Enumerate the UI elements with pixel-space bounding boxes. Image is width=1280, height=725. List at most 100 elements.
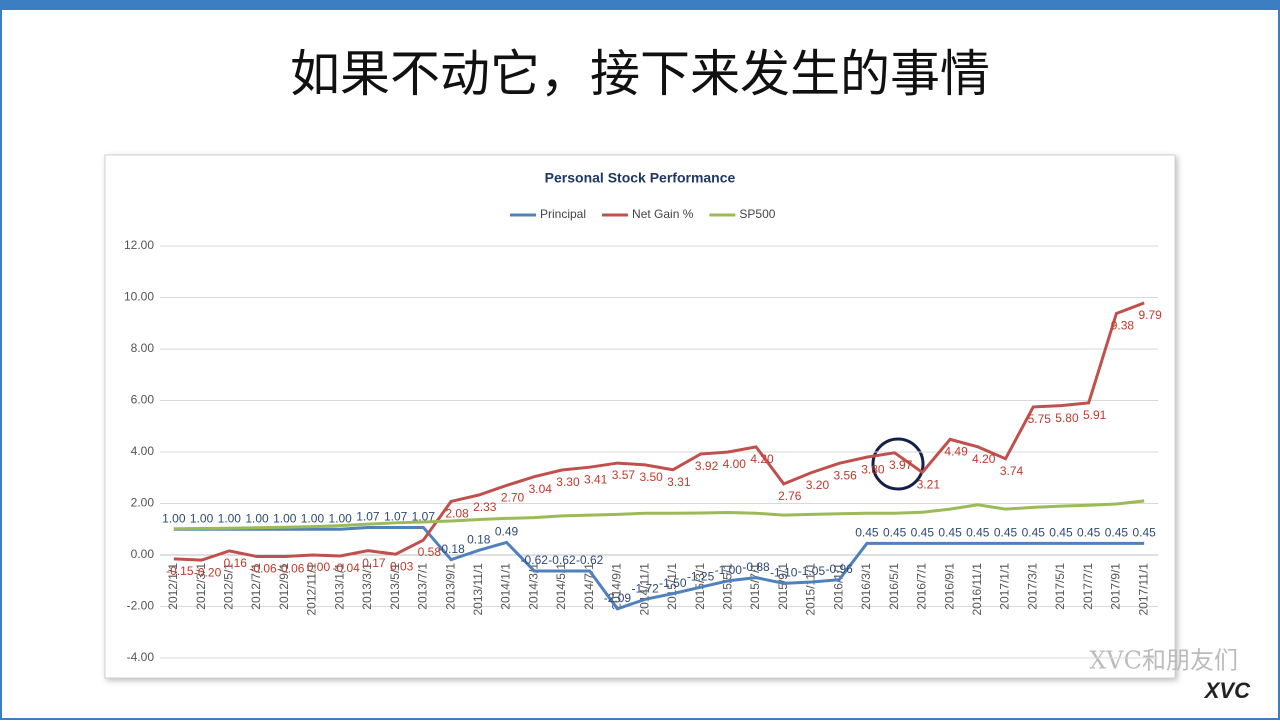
y-tick-label: 4.00 [131,444,155,458]
x-tick-label: 2013/7/1 [416,563,430,610]
data-label: 0.45 [1022,526,1046,540]
y-tick-label: 0.00 [131,547,155,561]
chart-title: Personal Stock Performance [545,170,736,186]
x-tick-label: 2014/5/1 [554,563,568,610]
data-label: 1.07 [412,510,436,524]
data-label: 5.80 [1055,411,1079,425]
data-label: 0.45 [883,526,907,540]
x-tick-label: 2016/7/1 [915,563,929,610]
data-label: 0.03 [390,559,414,573]
watermark: XVC和朋友们 [1089,647,1238,675]
data-label: 1.00 [245,511,269,525]
top-bar [0,0,1280,10]
legend-label: SP500 [739,207,775,221]
x-tick-label: 2017/9/1 [1109,563,1123,610]
data-label: -0.18 [437,542,465,556]
x-tick-label: 2012/1/1 [166,563,180,610]
data-label: 9.38 [1111,319,1135,333]
data-label: 4.20 [972,452,996,466]
data-label: 1.07 [384,510,408,524]
x-tick-label: 2014/9/1 [610,563,624,610]
x-tick-label: 2016/5/1 [887,563,901,610]
x-tick-label: 2017/1/1 [998,563,1012,610]
x-tick-label: 2017/5/1 [1053,563,1067,610]
data-label: 3.50 [639,470,663,484]
legend-label: Net Gain % [632,207,694,221]
y-tick-label: -2.00 [127,599,155,613]
data-label: 1.00 [162,511,186,525]
data-label: -0.15 [166,564,194,578]
data-label: -1.50 [659,576,687,590]
x-tick-label: 2015/5/1 [720,563,734,610]
x-tick-label: 2013/11/1 [471,563,485,616]
y-tick-label: 10.00 [124,290,154,304]
x-tick-label: 2014/3/1 [526,563,540,610]
x-tick-label: 2012/9/1 [277,563,291,610]
data-label: 3.57 [612,468,636,482]
data-label: 1.00 [329,511,353,525]
data-label: 0.45 [966,526,990,540]
data-label: 0.49 [495,525,519,539]
data-label: 0.00 [307,560,331,574]
data-label: 1.00 [218,511,242,525]
x-tick-label: 2013/3/1 [360,563,374,610]
data-label: 0.45 [1132,526,1156,540]
x-tick-label: 2013/5/1 [388,563,402,610]
data-label: 0.45 [994,526,1018,540]
watermark-logo: XVC [1203,678,1251,703]
x-tick-label: 2012/7/1 [249,563,263,610]
legend-label: Principal [540,207,586,221]
data-label: 2.08 [445,507,469,521]
x-tick-label: 2012/3/1 [194,563,208,610]
data-label: 0.45 [855,526,879,540]
x-tick-label: 2017/7/1 [1081,563,1095,610]
data-label: -0.20 [194,565,222,579]
data-label: 5.75 [1028,412,1052,426]
data-label: 0.45 [1049,526,1073,540]
series-line [173,499,1145,531]
y-tick-label: 8.00 [131,341,155,355]
x-tick-label: 2013/1/1 [332,563,346,610]
data-label: 3.97 [889,458,913,472]
data-label: 3.21 [917,478,941,492]
data-label: 1.00 [273,511,297,525]
data-label: 5.91 [1083,408,1107,422]
x-tick-label: 2016/11/1 [970,563,984,616]
x-tick-label: 2016/9/1 [942,563,956,610]
data-label: 2.76 [778,489,802,503]
data-label: -1.05 [798,564,826,578]
x-tick-label: 2012/5/1 [221,563,235,610]
data-label: -1.72 [631,581,659,595]
y-tick-label: 12.00 [124,238,154,252]
data-label: 3.41 [584,472,608,486]
data-label: 3.30 [556,475,580,489]
x-tick-label: 2015/9/1 [776,563,790,610]
data-label: 3.56 [834,469,858,483]
data-label: 2.70 [501,491,525,505]
x-tick-label: 2012/11/1 [305,563,319,616]
data-label: -0.06 [249,562,277,576]
data-label: -0.96 [826,562,854,576]
x-tick-label: 2015/7/1 [748,563,762,610]
data-label: 2.33 [473,500,497,514]
data-label: 3.92 [695,459,719,473]
data-label: -1.00 [715,563,743,577]
data-label: 0.16 [224,556,248,570]
x-tick-label: 2015/1/1 [665,563,679,610]
data-label: 3.04 [529,482,553,496]
data-label: 0.45 [911,526,935,540]
data-label: -0.62 [548,553,576,567]
slide-title: 如果不动它，接下来发生的事情 [290,45,990,103]
data-label: -0.04 [333,561,361,575]
data-label: -1.10 [770,565,798,579]
x-tick-label: 2013/9/1 [443,563,457,610]
y-tick-label: 6.00 [131,393,155,407]
highlight-circle [871,437,925,491]
data-label: 0.45 [1077,526,1101,540]
data-label: -0.62 [576,553,604,567]
data-label: 0.45 [1105,526,1129,540]
x-tick-label: 2015/11/1 [804,563,818,616]
x-tick-label: 2016/3/1 [859,563,873,610]
